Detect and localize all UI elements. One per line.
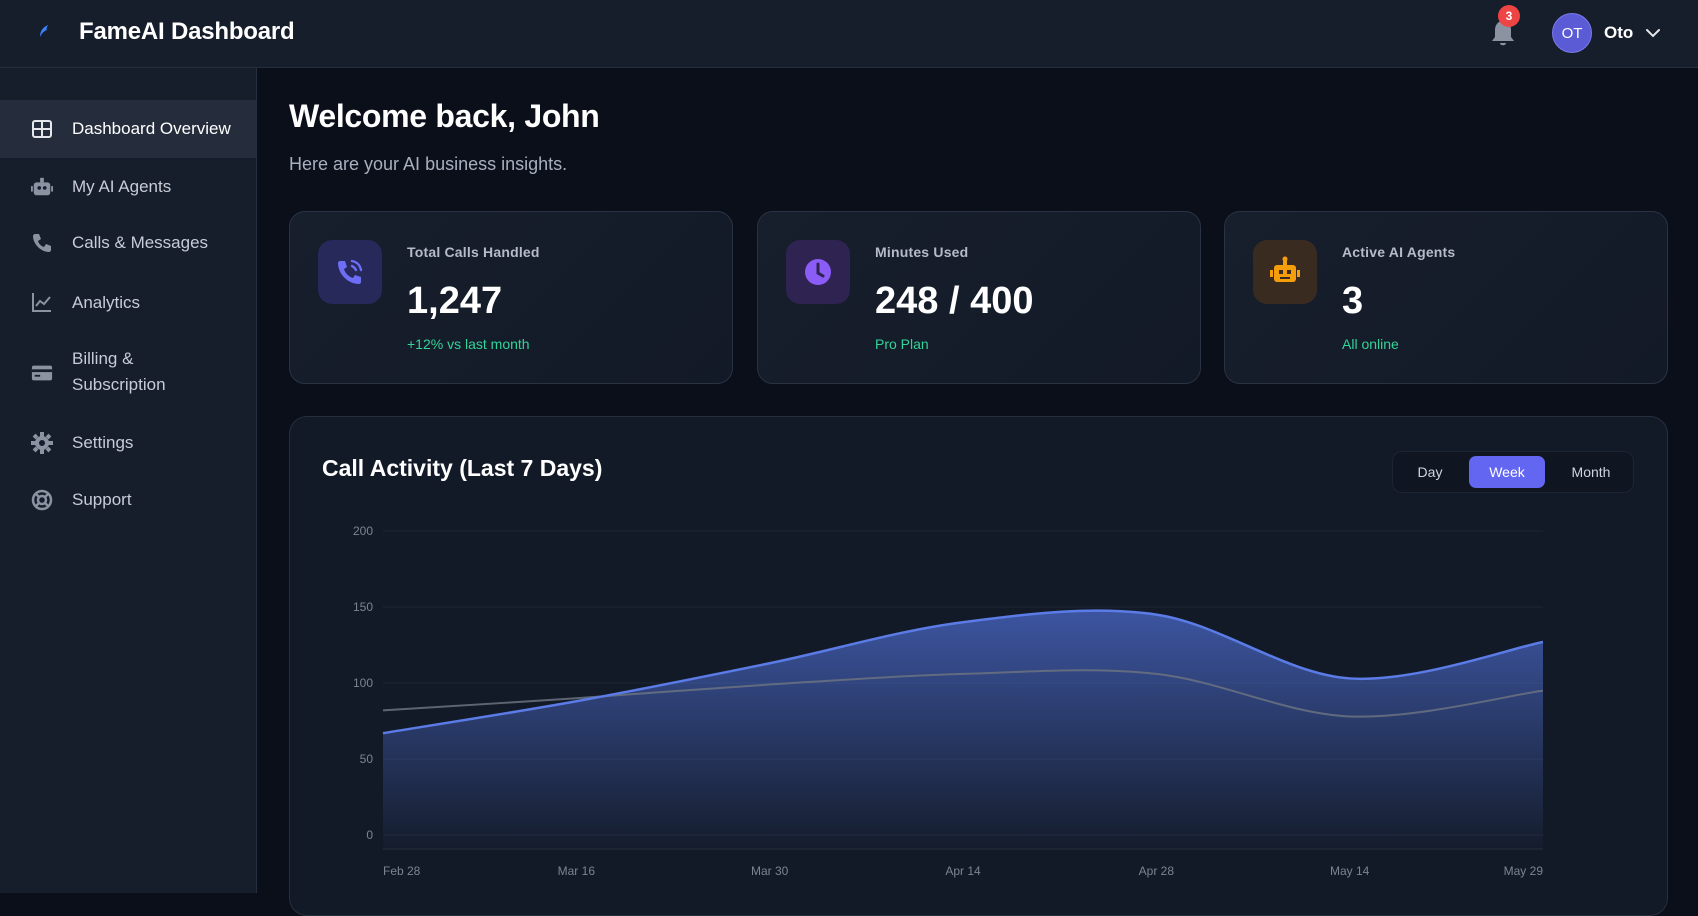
notification-badge: 3 [1498,5,1520,27]
chart-title: Call Activity (Last 7 Days) [322,455,603,481]
top-bar: FameAI Dashboard 3 OT Oto [0,0,1698,68]
robot-icon [31,176,53,198]
x-tick-label: Feb 28 [383,864,421,878]
call-activity-chart: 0 50 100 150 200 Feb 28 Mar 16 Mar 30 Apr 14 Apr … [353,524,1544,878]
series-line-primary [382,609,1544,735]
sidebar-item-billing-subscription[interactable]: Billing & Subscription [0,332,256,416]
y-tick-label: 50 [360,752,374,766]
stat-value: 248 / 400 [875,280,1034,322]
grid-icon [31,118,53,140]
stat-card-active-agents: Active AI Agents 3 All online [1224,211,1668,384]
line-chart-icon [31,291,53,313]
gear-icon [31,432,53,454]
sidebar-item-calls-messages[interactable]: Calls & Messages [0,216,256,274]
stat-note: +12% vs last month [407,336,530,352]
stat-value: 1,247 [407,280,503,322]
stat-label: Active AI Agents [1342,244,1456,260]
x-tick-label: May 14 [1330,864,1370,878]
sidebar-item-support[interactable]: Support [0,474,256,532]
clock-icon [786,240,850,304]
x-tick-label: Apr 14 [945,864,981,878]
stat-note: All online [1342,336,1399,352]
sidebar: Dashboard Overview My AI Agents Calls & … [0,68,257,893]
app-title: FameAI Dashboard [79,18,295,45]
y-tick-label: 100 [353,676,373,690]
logo-icon [40,25,48,37]
sidebar-item-label: Support [72,490,132,509]
range-selector: Day Week Month [1392,451,1634,493]
sidebar-item-my-ai-agents[interactable]: My AI Agents [0,158,256,216]
sidebar-item-label: Billing & [72,349,134,368]
y-tick-label: 200 [353,524,373,538]
call-activity-card: Call Activity (Last 7 Days) Day Week Mon… [289,416,1668,916]
series-line-comparison [382,669,1544,718]
range-day-button[interactable]: Day [1417,464,1443,480]
x-tick-label: Mar 16 [558,864,596,878]
phone-call-icon [318,240,382,304]
x-tick-label: Mar 30 [751,864,789,878]
page-subtitle: Here are your AI business insights. [289,154,568,174]
phone-icon [31,232,53,254]
user-name[interactable]: Oto [1604,23,1634,42]
sidebar-item-label: Settings [72,433,134,452]
sidebar-item-dashboard-overview[interactable]: Dashboard Overview [0,100,256,158]
range-week-button[interactable]: Week [1469,456,1545,488]
sidebar-item-label: My AI Agents [72,177,172,196]
stat-label: Total Calls Handled [407,244,540,260]
avatar[interactable]: OT [1552,13,1592,53]
sidebar-item-settings[interactable]: Settings [0,416,256,474]
sidebar-item-label: Calls & Messages [72,233,209,252]
sidebar-item-label-line2: Subscription [72,375,166,394]
chevron-down-icon[interactable] [1645,26,1661,40]
robot-icon [1253,240,1317,304]
x-tick-label: Apr 28 [1139,864,1175,878]
credit-card-icon [31,362,53,384]
y-tick-label: 150 [353,600,373,614]
stat-card-minutes-used: Minutes Used 248 / 400 Pro Plan [757,211,1201,384]
range-month-button[interactable]: Month [1571,464,1611,480]
stat-note: Pro Plan [875,336,929,352]
x-tick-label: May 29 [1504,864,1544,878]
series-area-primary [383,610,1543,849]
sidebar-item-label: Analytics [72,293,141,312]
lifebuoy-icon [31,489,53,511]
page-title: Welcome back, John [289,98,600,134]
stat-value: 3 [1342,280,1364,322]
stat-label: Minutes Used [875,244,969,260]
sidebar-item-label: Dashboard Overview [72,119,231,138]
sidebar-item-analytics[interactable]: Analytics [0,274,256,332]
y-tick-label: 0 [366,828,373,842]
stat-card-total-calls: Total Calls Handled 1,247 +12% vs last m… [289,211,733,384]
